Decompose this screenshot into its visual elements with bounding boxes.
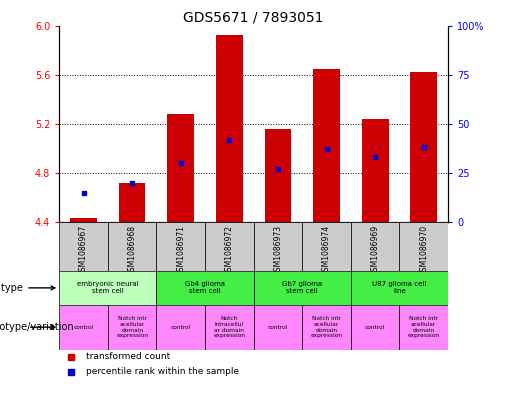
Bar (205, 222, 253, 271)
Bar (265, 129, 291, 222)
Text: GSM1086968: GSM1086968 (128, 224, 136, 275)
Bar (400, 222, 448, 271)
Text: transformed count: transformed count (87, 352, 170, 361)
Bar (59, 271, 157, 305)
Bar (157, 305, 205, 350)
Bar (313, 68, 340, 222)
Text: control: control (74, 325, 94, 330)
Text: Gb7 glioma
stem cell: Gb7 glioma stem cell (282, 281, 322, 294)
Text: GSM1086974: GSM1086974 (322, 224, 331, 275)
Bar (157, 222, 205, 271)
Bar (108, 222, 157, 271)
Bar (59, 222, 108, 271)
Bar (400, 305, 448, 350)
Bar (362, 119, 388, 222)
Bar (351, 271, 448, 305)
Bar (351, 222, 400, 271)
Bar (351, 305, 400, 350)
Text: Notch intr
acellular
domain
expression: Notch intr acellular domain expression (408, 316, 440, 338)
Bar (216, 35, 243, 222)
Bar (59, 305, 108, 350)
Text: Notch intr
acellular
domain
expression: Notch intr acellular domain expression (116, 316, 148, 338)
Text: Notch intr
acellular
domain
expression: Notch intr acellular domain expression (311, 316, 342, 338)
Text: percentile rank within the sample: percentile rank within the sample (87, 367, 239, 376)
Text: U87 glioma cell
line: U87 glioma cell line (372, 281, 426, 294)
Text: genotype/variation: genotype/variation (0, 322, 74, 332)
Text: GSM1086967: GSM1086967 (79, 224, 88, 275)
Bar (253, 222, 302, 271)
Text: GSM1086973: GSM1086973 (273, 224, 282, 275)
Bar (410, 72, 437, 222)
Text: control: control (365, 325, 385, 330)
Bar (253, 305, 302, 350)
Text: GSM1086970: GSM1086970 (419, 224, 428, 275)
Bar (167, 114, 194, 222)
Text: Notch
intracellul
ar domain
expression: Notch intracellul ar domain expression (213, 316, 245, 338)
Bar (302, 305, 351, 350)
Text: GSM1086972: GSM1086972 (225, 224, 234, 275)
Text: Gb4 glioma
stem cell: Gb4 glioma stem cell (185, 281, 225, 294)
Text: GSM1086969: GSM1086969 (371, 224, 380, 275)
Bar (205, 305, 253, 350)
Text: cell type: cell type (0, 283, 55, 293)
Bar (253, 271, 351, 305)
Text: GSM1086971: GSM1086971 (176, 224, 185, 275)
Text: control: control (268, 325, 288, 330)
Bar (302, 222, 351, 271)
Bar (119, 183, 146, 222)
Text: control: control (170, 325, 191, 330)
Text: embryonic neural
stem cell: embryonic neural stem cell (77, 281, 139, 294)
Bar (157, 271, 253, 305)
Bar (108, 305, 157, 350)
Title: GDS5671 / 7893051: GDS5671 / 7893051 (183, 10, 324, 24)
Bar (70, 219, 97, 222)
